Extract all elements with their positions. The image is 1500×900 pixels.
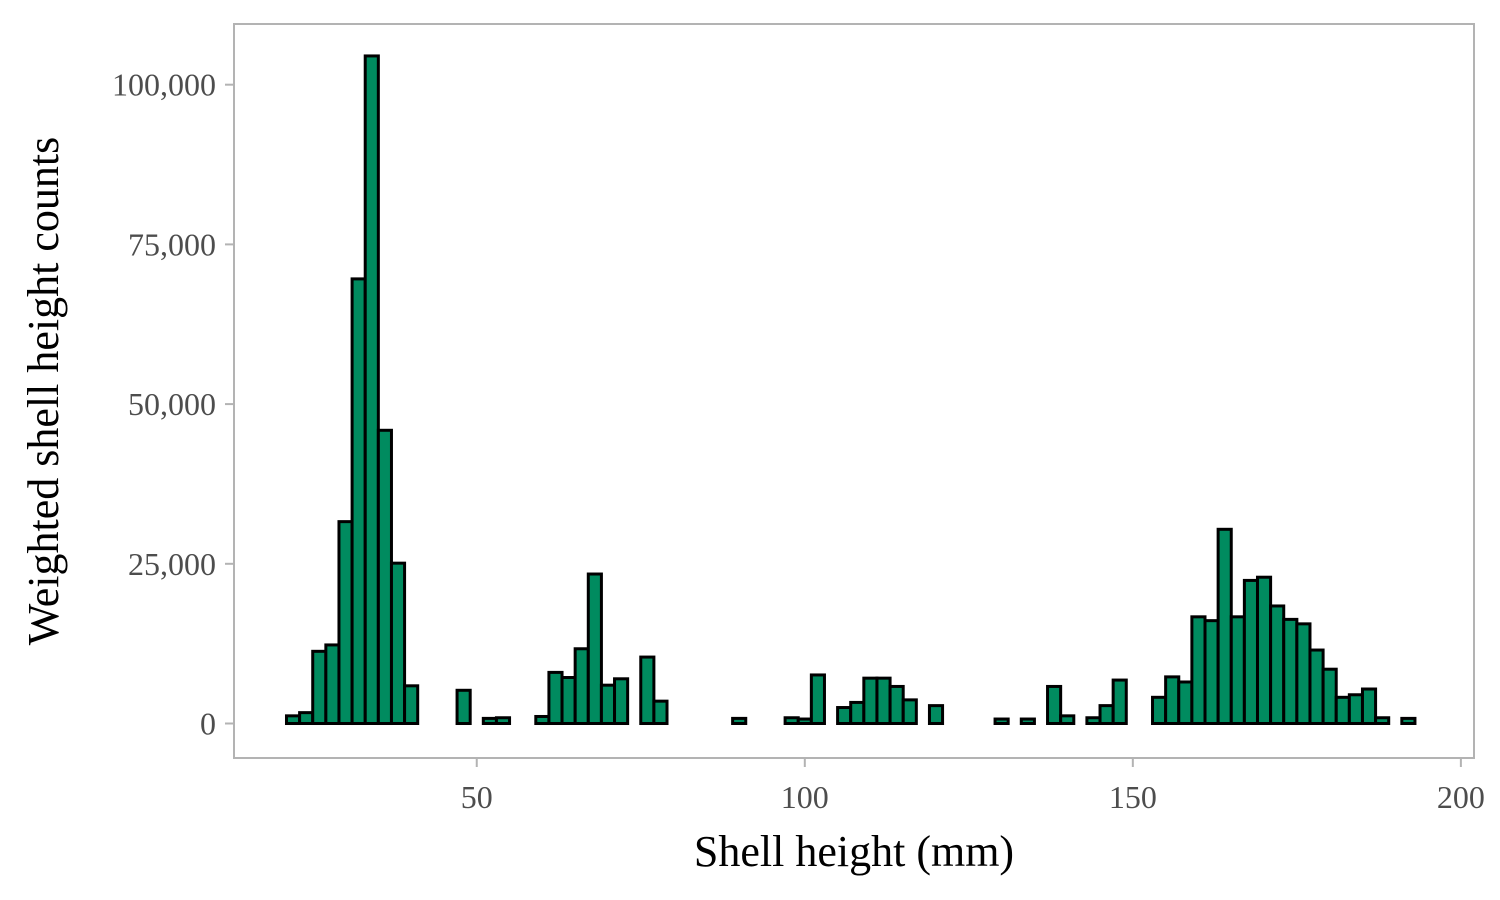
x-axis-title: Shell height (mm) [694, 827, 1014, 876]
histogram-bar [993, 717, 1010, 726]
histogram-bar [324, 643, 341, 725]
histogram-bar [836, 706, 853, 726]
histogram-bar [1019, 717, 1036, 726]
histogram-bar [1085, 716, 1102, 725]
histogram-bar [652, 699, 669, 726]
histogram-bar [298, 711, 315, 726]
histogram-bar [1295, 622, 1312, 726]
y-tick-label: 25,000 [128, 546, 216, 582]
x-tick-label: 200 [1437, 779, 1485, 815]
histogram-bar [1203, 619, 1220, 726]
histogram-bar [350, 277, 367, 726]
histogram-bar [613, 677, 630, 726]
histogram-bar [1308, 648, 1325, 725]
x-tick-label: 50 [461, 779, 493, 815]
x-axis: 50 100 150 200 [461, 758, 1485, 815]
histogram-bar [1321, 667, 1338, 726]
histogram-bar [783, 716, 800, 725]
histogram-bar [376, 428, 393, 726]
histogram-bar [481, 716, 498, 726]
histogram-bar [1098, 704, 1115, 726]
histogram-bar [849, 700, 866, 725]
y-axis-title: Weighted shell height counts [19, 137, 68, 645]
histogram-bar [494, 716, 512, 725]
histogram-bar [1046, 684, 1063, 726]
histogram-bar [731, 716, 748, 726]
histogram-bar [901, 698, 918, 726]
histogram-bar [586, 572, 603, 726]
histogram-bar [1229, 615, 1246, 726]
histogram-bar [1282, 617, 1299, 726]
histogram-bar [1360, 687, 1378, 726]
histogram-bar [1111, 678, 1128, 725]
histogram-bar [1164, 675, 1181, 725]
histogram-bar [1216, 527, 1233, 725]
histogram-bar [1177, 680, 1194, 725]
histogram-bar [284, 714, 302, 726]
histogram-bar [311, 649, 328, 726]
histogram-bar [363, 54, 380, 725]
panel-border [233, 23, 1475, 759]
y-tick-label: 50,000 [128, 386, 216, 422]
histogram-bar [809, 673, 826, 726]
bar-series [284, 54, 1417, 726]
histogram-bar [1347, 693, 1364, 726]
histogram-bar [560, 676, 577, 726]
y-axis: 0 25,000 50,000 75,000 100,000 [112, 67, 234, 742]
histogram-bar [1242, 578, 1259, 725]
histogram-bar [1059, 714, 1076, 726]
histogram-bar [403, 684, 420, 725]
histogram-bar [1374, 716, 1391, 725]
histogram-bar [534, 714, 551, 726]
histogram-bar [1334, 695, 1351, 725]
histogram-bar [862, 676, 879, 726]
y-tick-label: 75,000 [128, 226, 216, 262]
plot-panel [233, 23, 1475, 759]
y-tick-label: 0 [200, 706, 216, 742]
histogram-bar [1269, 604, 1286, 726]
x-tick-label: 100 [781, 779, 829, 815]
y-tick-label: 100,000 [112, 67, 216, 103]
histogram-bar [389, 561, 407, 725]
histogram-bar [1255, 575, 1273, 726]
histogram-bar [337, 520, 354, 726]
histogram-bar [1400, 716, 1417, 726]
histogram-bar [1190, 615, 1207, 726]
histogram-bar [573, 647, 590, 726]
histogram-bar [875, 676, 892, 726]
histogram-bar [599, 683, 617, 725]
histogram-bar [639, 655, 656, 726]
x-tick-label: 150 [1109, 779, 1157, 815]
histogram-bar [796, 717, 813, 726]
histogram-bar [927, 704, 945, 726]
histogram-bar [455, 688, 472, 726]
histogram-bar [1151, 695, 1168, 725]
histogram-bar [888, 684, 905, 726]
histogram-bar [547, 670, 564, 726]
